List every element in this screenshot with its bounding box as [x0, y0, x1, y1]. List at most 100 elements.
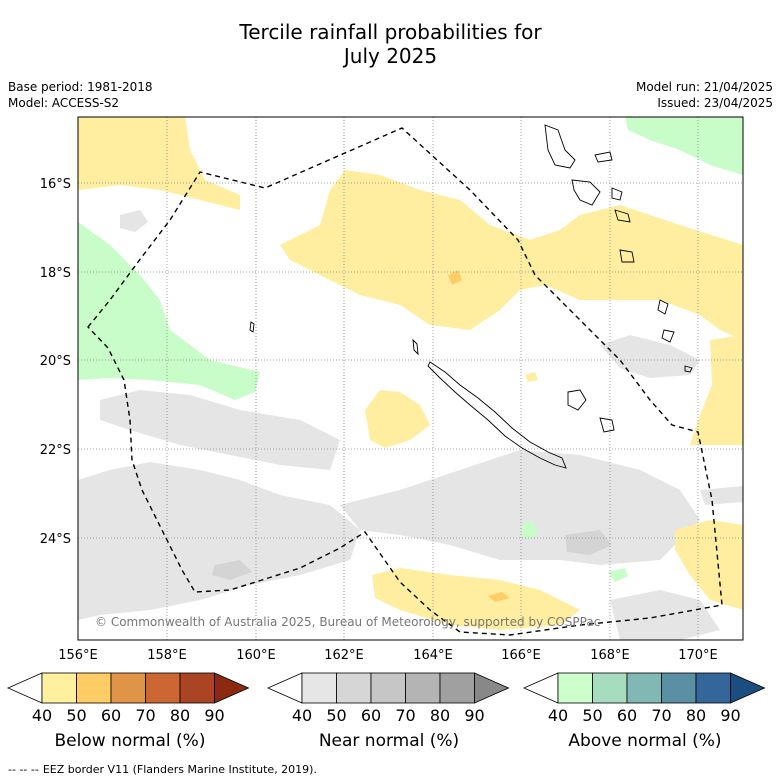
lat-labels: 16°S 18°S 20°S 22°S 24°S: [40, 177, 71, 547]
colorbar-0: 40 50 60 70 80 90: [7, 672, 250, 725]
colorbar-cell: [439, 672, 475, 704]
below-normal-region-small: [525, 372, 538, 382]
title-line-2: July 2025: [343, 44, 438, 68]
below-normal-region-central: [280, 170, 743, 340]
lon-label: 170°E: [678, 648, 718, 663]
model-name: Model: ACCESS-S2: [8, 96, 120, 110]
colorbar-1: 40 50 60 70 80 90: [267, 672, 510, 725]
copyright-text: © Commonwealth of Australia 2025, Bureau…: [95, 615, 600, 629]
below-normal-region-south: [372, 568, 580, 630]
map-fields: [78, 117, 743, 640]
colorbar-extend-high: [730, 672, 766, 704]
lat-label: 16°S: [40, 177, 71, 192]
near-normal-region-southeast: [700, 486, 743, 505]
colorbar-tick-label: 70: [395, 706, 415, 725]
colorbar-cell: [695, 672, 731, 704]
colorbar-tick-label: 80: [686, 706, 706, 725]
above-normal-region-west: [78, 222, 260, 400]
colorbar-cell: [76, 672, 112, 704]
colorbar-tick-label: 90: [204, 706, 224, 725]
colorbar-cell: [557, 672, 593, 704]
vanuatu-island-5: [614, 209, 631, 223]
above-normal-region-small-2: [608, 568, 628, 582]
below-normal-region-new-caledonia-west: [365, 390, 430, 448]
loyalty-island-1: [567, 389, 587, 411]
below-normal-region-northwest: [78, 117, 240, 210]
colorbar-extend-high: [474, 672, 510, 704]
lat-label: 22°S: [40, 443, 71, 458]
lon-label: 164°E: [413, 648, 453, 663]
near-normal-region-core: [565, 530, 612, 555]
near-normal-region-east: [600, 335, 700, 378]
lat-label: 20°S: [40, 354, 71, 369]
vanuatu-island-2: [594, 151, 613, 163]
lon-label: 166°E: [501, 648, 541, 663]
lat-label: 24°S: [40, 532, 71, 547]
vanuatu-island-1: [544, 124, 576, 169]
colorbar-tick-label: 50: [66, 706, 86, 725]
eez-border: [87, 127, 723, 636]
colorbar-cell: [661, 672, 697, 704]
colorbar-tick-label: 40: [32, 706, 52, 725]
lat-label: 18°S: [40, 266, 71, 281]
colorbar-extend-high: [214, 672, 250, 704]
below-normal-caption: Below normal (%): [54, 731, 206, 751]
lon-label: 162°E: [324, 648, 364, 663]
vanuatu-island-7: [657, 299, 669, 315]
colorbar-cell: [626, 672, 662, 704]
island-small-2: [684, 365, 693, 373]
coastlines: [249, 124, 693, 469]
colorbar-cell: [41, 672, 77, 704]
colorbar-tick-label: 70: [135, 706, 155, 725]
lon-label: 168°E: [590, 648, 630, 663]
issued-date: Issued: 23/04/2025: [657, 96, 773, 110]
colorbars: 40 50 60 70 80 90 40 50 60 70 80 90 40 50 60 70 80 90: [7, 672, 766, 725]
eez-legend: -- -- -- EEZ border V11 (Flanders Marine …: [8, 763, 321, 776]
colorbar-extend-low: [523, 672, 559, 704]
colorbar-tick-label: 80: [430, 706, 450, 725]
near-normal-region-core-2: [212, 560, 252, 580]
vanuatu-island-6: [619, 249, 635, 263]
colorbar-tick-label: 40: [292, 706, 312, 725]
lon-label: 156°E: [58, 648, 98, 663]
colorbar-extend-low: [7, 672, 43, 704]
map-frame: [77, 116, 744, 641]
colorbar-tick-label: 50: [326, 706, 346, 725]
colorbar-tick-label: 80: [170, 706, 190, 725]
lon-label: 158°E: [147, 648, 187, 663]
lon-label: 160°E: [236, 648, 276, 663]
near-normal-region-south: [340, 450, 700, 565]
colorbar-cell: [336, 672, 372, 704]
loyalty-island-2: [599, 417, 615, 433]
colorbar-tick-label: 90: [720, 706, 740, 725]
colorbar-cell: [405, 672, 441, 704]
model-run: Model run: 21/04/2025: [635, 80, 773, 94]
island-small-3: [249, 321, 255, 333]
above-normal-region-northeast: [625, 117, 743, 175]
colorbar-cell: [179, 672, 215, 704]
above-normal-caption: Above normal (%): [568, 731, 722, 751]
base-period: Base period: 1981-2018: [8, 80, 153, 94]
below-normal-region-east: [690, 335, 743, 445]
colorbar-tick-label: 60: [361, 706, 381, 725]
colorbar-tick-label: 70: [651, 706, 671, 725]
colorbar-cell: [370, 672, 406, 704]
colorbar-tick-label: 90: [464, 706, 484, 725]
colorbar-tick-label: 60: [617, 706, 637, 725]
colorbar-tick-label: 50: [582, 706, 602, 725]
meta-right: Model run: 21/04/2025 Issued: 23/04/2025: [636, 79, 773, 111]
island-small-1: [661, 329, 675, 343]
colorbar-cell: [110, 672, 146, 704]
eez-line-symbol: -- -- --: [8, 763, 39, 776]
eez-label: EEZ border V11 (Flanders Marine Institut…: [42, 763, 317, 776]
meta-left: Base period: 1981-2018 Model: ACCESS-S2: [8, 79, 153, 111]
below-normal-region-60-a: [448, 270, 462, 285]
lon-labels: 156°E 158°E 160°E 162°E 164°E 166°E 168°…: [58, 648, 718, 663]
title-line-1: Tercile rainfall probabilities for: [239, 20, 542, 44]
below-normal-region-60-b: [488, 592, 510, 602]
colorbar-tick-label: 60: [101, 706, 121, 725]
below-normal-region-southeast: [675, 520, 743, 610]
island-small-4: [412, 338, 419, 356]
above-normal-region-small-1: [522, 520, 538, 540]
